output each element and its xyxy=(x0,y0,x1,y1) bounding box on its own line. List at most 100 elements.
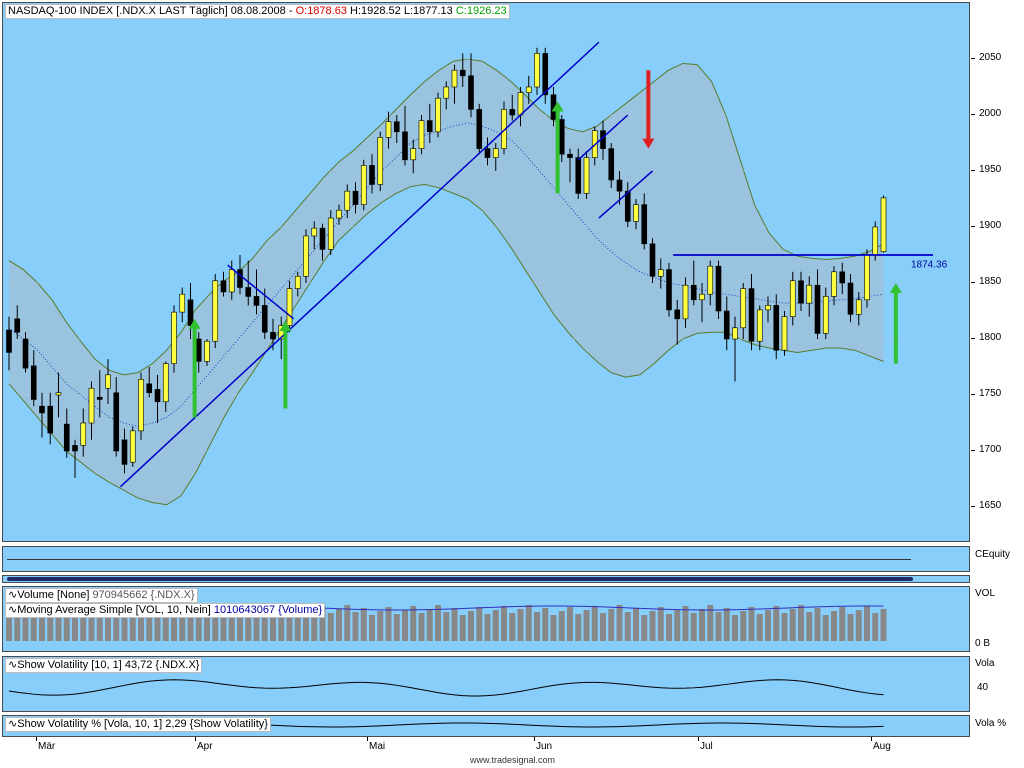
footer-link[interactable]: www.tradesignal.com xyxy=(470,755,556,765)
time-scrollbar[interactable] xyxy=(2,575,970,583)
candle-up xyxy=(756,309,763,342)
wedge-line-1 xyxy=(227,264,295,320)
candle-up xyxy=(682,284,689,320)
volume-bar xyxy=(715,612,722,641)
volume-bar xyxy=(748,607,755,641)
candle xyxy=(138,372,144,440)
candle-down xyxy=(30,365,37,400)
cequity-panel[interactable] xyxy=(2,546,970,572)
flag-lower-line xyxy=(598,170,653,219)
month-label-5: Aug xyxy=(873,741,891,752)
candle xyxy=(633,199,639,230)
ma-value: 1010643067 {Volume} xyxy=(213,604,323,616)
candle xyxy=(732,316,738,382)
candle xyxy=(344,184,351,219)
candle-down xyxy=(146,383,153,394)
volpct-axis-label: Vola % xyxy=(975,718,1007,729)
volume-bar xyxy=(690,613,697,641)
volume-bar xyxy=(699,609,705,641)
candle-up xyxy=(831,271,837,297)
candle xyxy=(311,221,318,250)
candle-down xyxy=(624,190,631,222)
volume-bar xyxy=(402,610,408,641)
axis-label-1850: 1850 xyxy=(979,276,1002,287)
candle-up xyxy=(311,227,318,237)
bollinger-upper-line xyxy=(8,58,884,376)
candle xyxy=(756,305,763,351)
month-tick xyxy=(367,737,368,741)
axis-label-1650: 1650 xyxy=(979,500,1002,511)
candle-down xyxy=(575,157,582,194)
candle xyxy=(55,372,62,418)
scrollbar-thumb[interactable] xyxy=(7,577,913,581)
volpct-axis: Vola % xyxy=(971,715,1024,737)
volume-bar xyxy=(327,613,334,641)
candle xyxy=(707,260,714,306)
candle-down xyxy=(674,309,681,320)
candle xyxy=(294,271,301,297)
candle-down xyxy=(426,120,433,133)
candle-down xyxy=(187,299,194,326)
axis-tick xyxy=(971,170,975,171)
candle-up xyxy=(583,157,590,194)
volume-bar xyxy=(212,614,219,641)
candle-up xyxy=(80,422,87,446)
candle xyxy=(715,260,722,319)
candle xyxy=(699,283,705,323)
green-arrow-2 xyxy=(279,321,292,409)
candle xyxy=(319,223,326,261)
candle xyxy=(212,274,219,348)
volume-bar xyxy=(319,606,326,641)
candle-up xyxy=(410,148,417,161)
candle xyxy=(204,339,210,366)
volume-bar xyxy=(468,611,474,641)
candle xyxy=(220,271,227,297)
volume-bar xyxy=(72,605,78,641)
price-chart-panel[interactable]: 1874.36 NASDAQ-100 INDEX [.NDX.X LAST Tä… xyxy=(2,2,970,542)
volatility-axis: Vola 40 xyxy=(971,656,1024,712)
flag-upper-line xyxy=(577,114,629,161)
volume-bar xyxy=(410,606,417,641)
candle xyxy=(385,111,392,149)
candle-up xyxy=(765,305,771,311)
vol-axis-top: VOL xyxy=(975,588,996,599)
green-arrow-4 xyxy=(889,283,902,364)
axis-tick xyxy=(971,450,975,451)
candle-up xyxy=(732,327,738,340)
candle-up xyxy=(327,217,334,250)
cequity-label: CEquity xyxy=(975,549,1011,560)
volume-bar xyxy=(129,610,136,641)
candle xyxy=(542,47,549,104)
candle-up xyxy=(360,165,367,205)
candle-up xyxy=(212,280,219,342)
candle-up xyxy=(303,235,309,277)
candle-down xyxy=(369,165,375,185)
ma-title: ∿Moving Average Simple [VOL, 10, Nein] 1… xyxy=(5,603,326,618)
green-arrow-3 xyxy=(551,101,564,194)
candle xyxy=(129,426,136,467)
candle xyxy=(253,269,260,315)
volume-bar xyxy=(303,614,309,641)
candle-down xyxy=(352,190,359,205)
volume-bar xyxy=(723,608,730,641)
candle xyxy=(492,143,499,171)
candle-down xyxy=(245,287,252,297)
volpct-panel[interactable]: ∿Show Volatility % [Vola, 10, 1] 2,29 {S… xyxy=(2,715,970,737)
volume-panel[interactable]: ∿Volume [None] 970945662 {.NDX.X} ∿Movin… xyxy=(2,586,970,652)
candle xyxy=(781,311,788,356)
resistance-value-label: 1874.36 xyxy=(911,260,948,271)
candle xyxy=(509,94,516,121)
candle-up xyxy=(789,280,796,317)
month-label-1: Apr xyxy=(197,741,213,752)
volume-bar xyxy=(484,614,491,641)
candle xyxy=(336,204,342,225)
candle-down xyxy=(690,284,697,301)
candle xyxy=(393,115,400,143)
candle-up xyxy=(855,299,862,315)
candle xyxy=(22,332,29,373)
candle-up xyxy=(344,190,351,211)
volatility-panel[interactable]: ∿Show Volatility [10, 1] 43,72 {.NDX.X} xyxy=(2,656,970,712)
candle xyxy=(459,53,466,87)
candle xyxy=(261,288,268,339)
candle-up xyxy=(418,120,425,149)
